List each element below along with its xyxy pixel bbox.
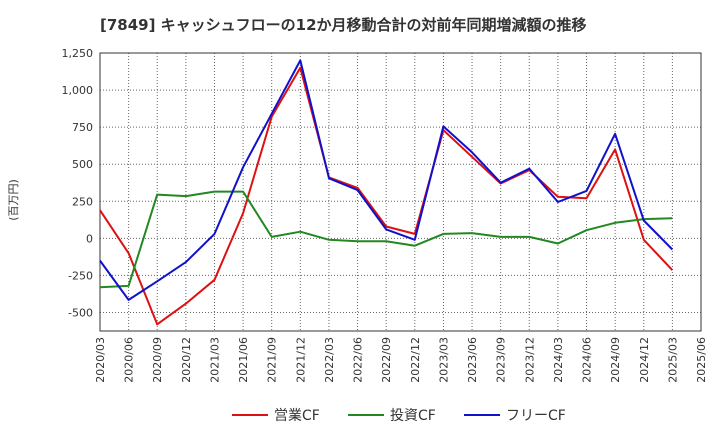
plot-frame (99, 52, 702, 332)
series-line (99, 59, 674, 301)
x-tick-label: 2022/06 (352, 337, 365, 383)
x-tick-label: 2024/12 (638, 337, 651, 383)
y-axis-label: (百万円) (7, 179, 20, 221)
series-line (99, 190, 673, 289)
x-tick-label: 2024/03 (552, 337, 565, 383)
y-tick-label: 750 (72, 121, 93, 134)
chart-title: [7849] キャッシュフローの12か月移動合計の対前年同期増減額の推移 (100, 16, 587, 34)
x-tick-label: 2022/03 (323, 337, 336, 383)
x-tick-label: 2024/06 (581, 337, 594, 383)
y-tick-label: 250 (72, 195, 93, 208)
x-tick-label: 2021/06 (237, 337, 250, 383)
series-line (99, 66, 674, 326)
x-axis-ticks: 2020/03 2020/06 2020/09 2020/12 2021/03 2021/… (94, 337, 708, 383)
x-tick-label: 2021/03 (208, 337, 221, 383)
y-axis-ticks: -500 -250 0 250 500 750 1,000 1,250 (62, 47, 94, 319)
x-tick-label: 2024/09 (609, 337, 622, 383)
y-tick-label: 1,250 (62, 47, 94, 60)
x-tick-label: 2023/06 (466, 337, 479, 383)
x-tick-label: 2022/12 (409, 337, 422, 383)
grid (99, 52, 702, 331)
y-tick-label: 0 (86, 232, 93, 245)
x-tick-label: 2025/03 (666, 337, 679, 383)
x-tick-label: 2023/12 (523, 337, 536, 383)
x-tick-label: 2021/12 (294, 337, 307, 383)
legend-label: 営業CF (274, 408, 320, 424)
y-tick-label: -500 (68, 306, 93, 319)
x-tick-label: 2022/09 (380, 337, 393, 383)
series-lines (99, 59, 674, 326)
x-tick-label: 2023/09 (495, 337, 508, 383)
x-tick-label: 2020/12 (180, 337, 193, 383)
legend: 営業CF 投資CF フリーCF (232, 408, 566, 424)
y-tick-label: 500 (72, 158, 93, 171)
legend-label: フリーCF (506, 408, 566, 424)
x-tick-label: 2020/09 (151, 337, 164, 383)
x-tick-label: 2021/09 (266, 337, 279, 383)
legend-label: 投資CF (390, 408, 436, 424)
x-tick-label: 2020/03 (94, 337, 107, 383)
x-tick-label: 2025/06 (695, 337, 708, 383)
y-tick-label: -250 (68, 269, 93, 282)
x-tick-label: 2020/06 (123, 337, 136, 383)
y-tick-label: 1,000 (62, 84, 94, 97)
x-tick-label: 2023/03 (437, 337, 450, 383)
